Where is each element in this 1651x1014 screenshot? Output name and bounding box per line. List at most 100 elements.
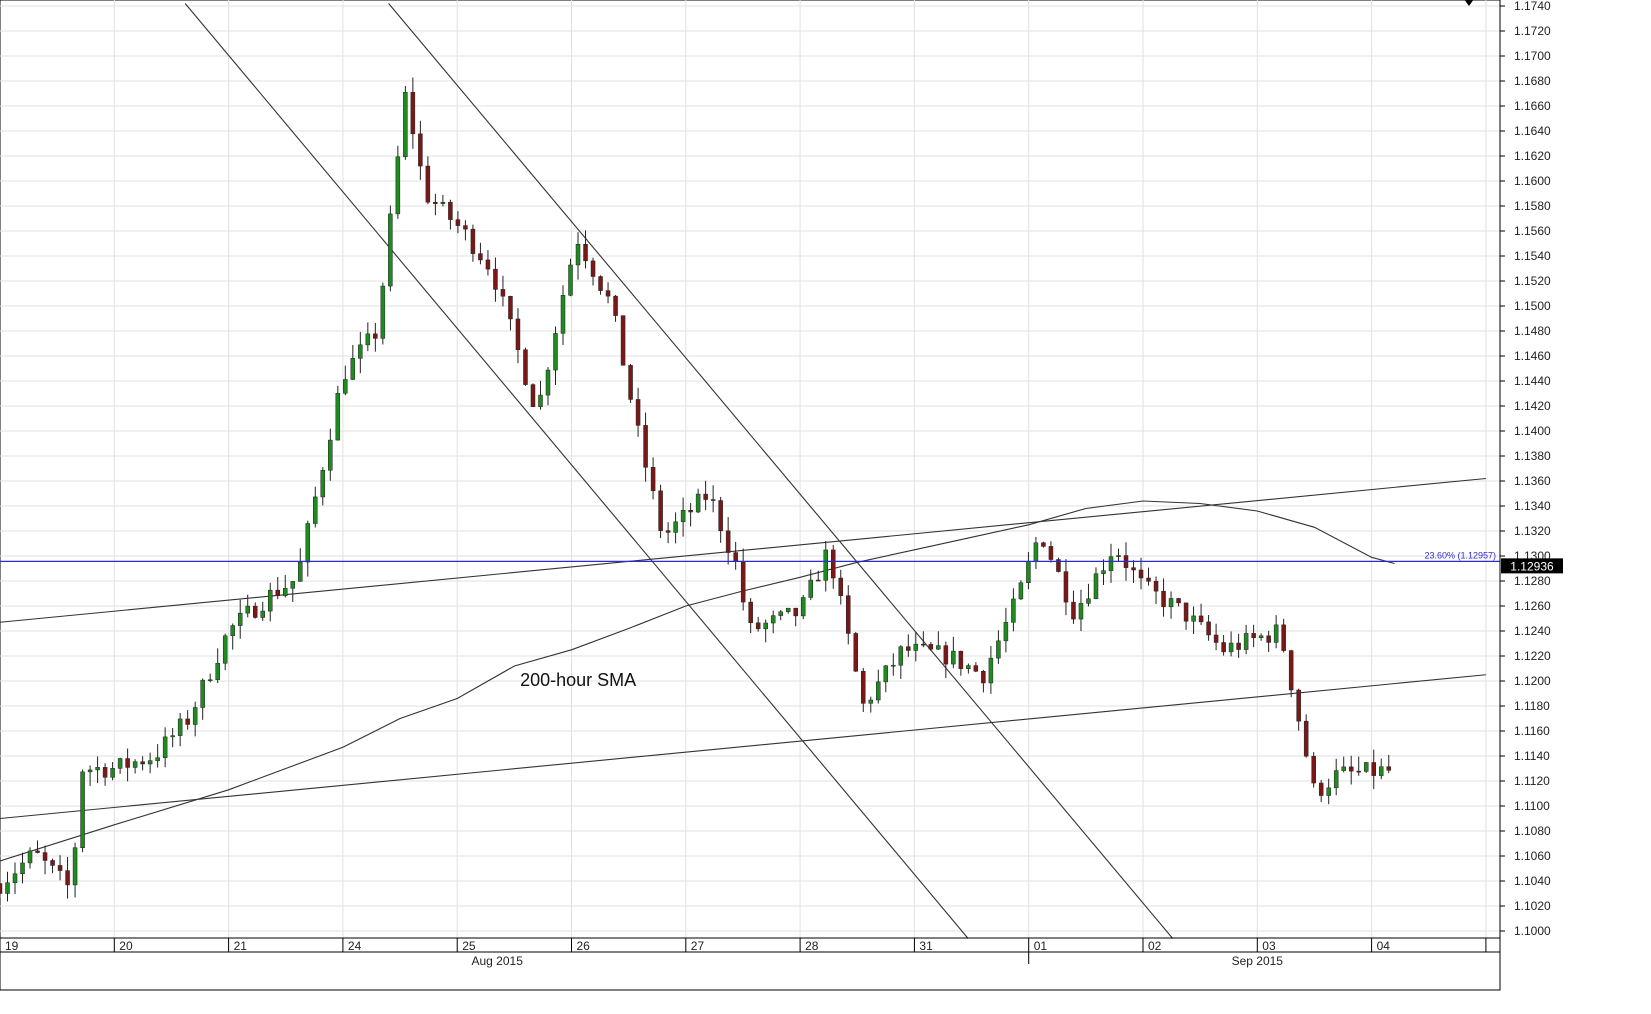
candle-bear [1161,590,1166,608]
candle-bear [42,852,48,861]
candle-bull [545,369,551,396]
candle-bear [815,579,821,582]
y-tick-label: 1.1200 [1514,674,1551,688]
candle-bull [320,470,326,498]
x-tick-label: 01 [1034,939,1048,953]
candle-bear [455,219,461,226]
candle-bear [583,244,588,262]
sma-annotation: 200-hour SMA [520,670,636,690]
candle-bull [695,493,701,513]
candle-bull [1341,766,1346,771]
candle-bull [800,597,806,617]
candle-bear [1071,601,1076,620]
candle-bull [1108,556,1114,571]
candle-bear [613,295,618,316]
y-tick-label: 1.1020 [1514,899,1551,913]
x-tick-label: 28 [805,939,819,953]
y-tick-label: 1.1580 [1514,199,1551,213]
candle-bull [132,761,138,768]
y-tick-label: 1.1480 [1514,324,1551,338]
candle-bear [1198,615,1204,623]
candle-bull [673,521,678,533]
last-price-box [1501,558,1563,574]
candle-bull [1363,762,1369,772]
candle-bear [838,577,844,596]
y-tick-label: 1.1740 [1514,0,1551,13]
candle-bear [1288,650,1294,691]
candle-bear [530,384,536,408]
candle-bear [733,552,738,562]
y-tick-label: 1.1260 [1514,599,1551,613]
candle-bull [313,496,318,524]
x-tick-label: 26 [577,939,591,953]
candle-bull [298,561,303,582]
candle-bear [643,425,648,468]
candle-bull [110,768,115,778]
candle-bear [515,318,521,350]
candle-bear [718,500,723,532]
candle-bull [305,523,311,563]
candle-bull [403,92,408,158]
candle-bull [170,735,175,738]
candle-bull [1018,582,1024,600]
y-tick-label: 1.1380 [1514,449,1551,463]
x-tick-label: 02 [1148,939,1162,953]
x-axis: 19 20 21 24 25 26 27 28 31 01 02 03 04 Aug 2015 Sep 20… [0,937,1500,968]
candle-bear [973,665,979,672]
chart-frame [0,0,1501,991]
candle-bull [343,379,348,394]
y-tick-label: 1.1520 [1514,274,1551,288]
fibonacci-level: 23.60% (1.12957) [0,550,1500,562]
candle-bear [1063,571,1069,603]
candle-bull [560,295,566,334]
candle-bear [125,758,130,768]
candle-bear [1281,624,1286,651]
y-tick-label: 1.1440 [1514,374,1551,388]
candle-bull [575,244,581,266]
x-tick-label: 24 [348,939,362,953]
candle-bull [207,679,213,681]
candle-bull [1273,624,1279,643]
y-tick-label: 1.1700 [1514,49,1551,63]
candle-bear [650,467,656,492]
candle-bear [433,201,438,204]
candle-bear [605,290,611,297]
candle-bull [192,707,198,725]
candle-bear [410,92,416,135]
y-tick-label: 1.1220 [1514,649,1551,663]
candle-bull [891,664,896,667]
candle-bull [1033,542,1039,562]
candle-bear [1266,635,1271,643]
candle-bear [35,850,40,853]
y-tick-label: 1.1340 [1514,499,1551,513]
candle-bull [222,635,228,664]
candle-bear [1348,766,1354,772]
y-tick-label: 1.1460 [1514,349,1551,363]
y-tick-label: 1.1400 [1514,424,1551,438]
candle-bull [27,850,33,864]
x-tick-label: 25 [462,939,476,953]
y-tick-label: 1.1000 [1514,924,1551,938]
last-price-label: 1.12936 [1510,559,1554,573]
candle-bull [80,771,85,848]
candle-bull [440,201,446,204]
candle-bear [1041,542,1046,547]
candle-bear [140,761,145,765]
candle-bull [260,610,265,618]
candle-bull [5,882,10,894]
trend-lines [0,3,1486,939]
last-price-marker: 1.12936 [1464,0,1563,574]
candle-bear [1146,577,1151,582]
candle-bear [921,643,926,646]
candle-bull [1228,642,1234,653]
candle-bull [95,767,100,771]
candle-bull [951,650,956,665]
candle-bear [275,589,280,596]
candle-bull [12,873,18,883]
y-tick-label: 1.1120 [1514,774,1550,788]
candle-bear [740,561,746,603]
candle-bear [1386,766,1391,771]
candle-bear [1221,642,1226,653]
candle-bull [538,394,543,408]
candle-bear [65,870,70,886]
